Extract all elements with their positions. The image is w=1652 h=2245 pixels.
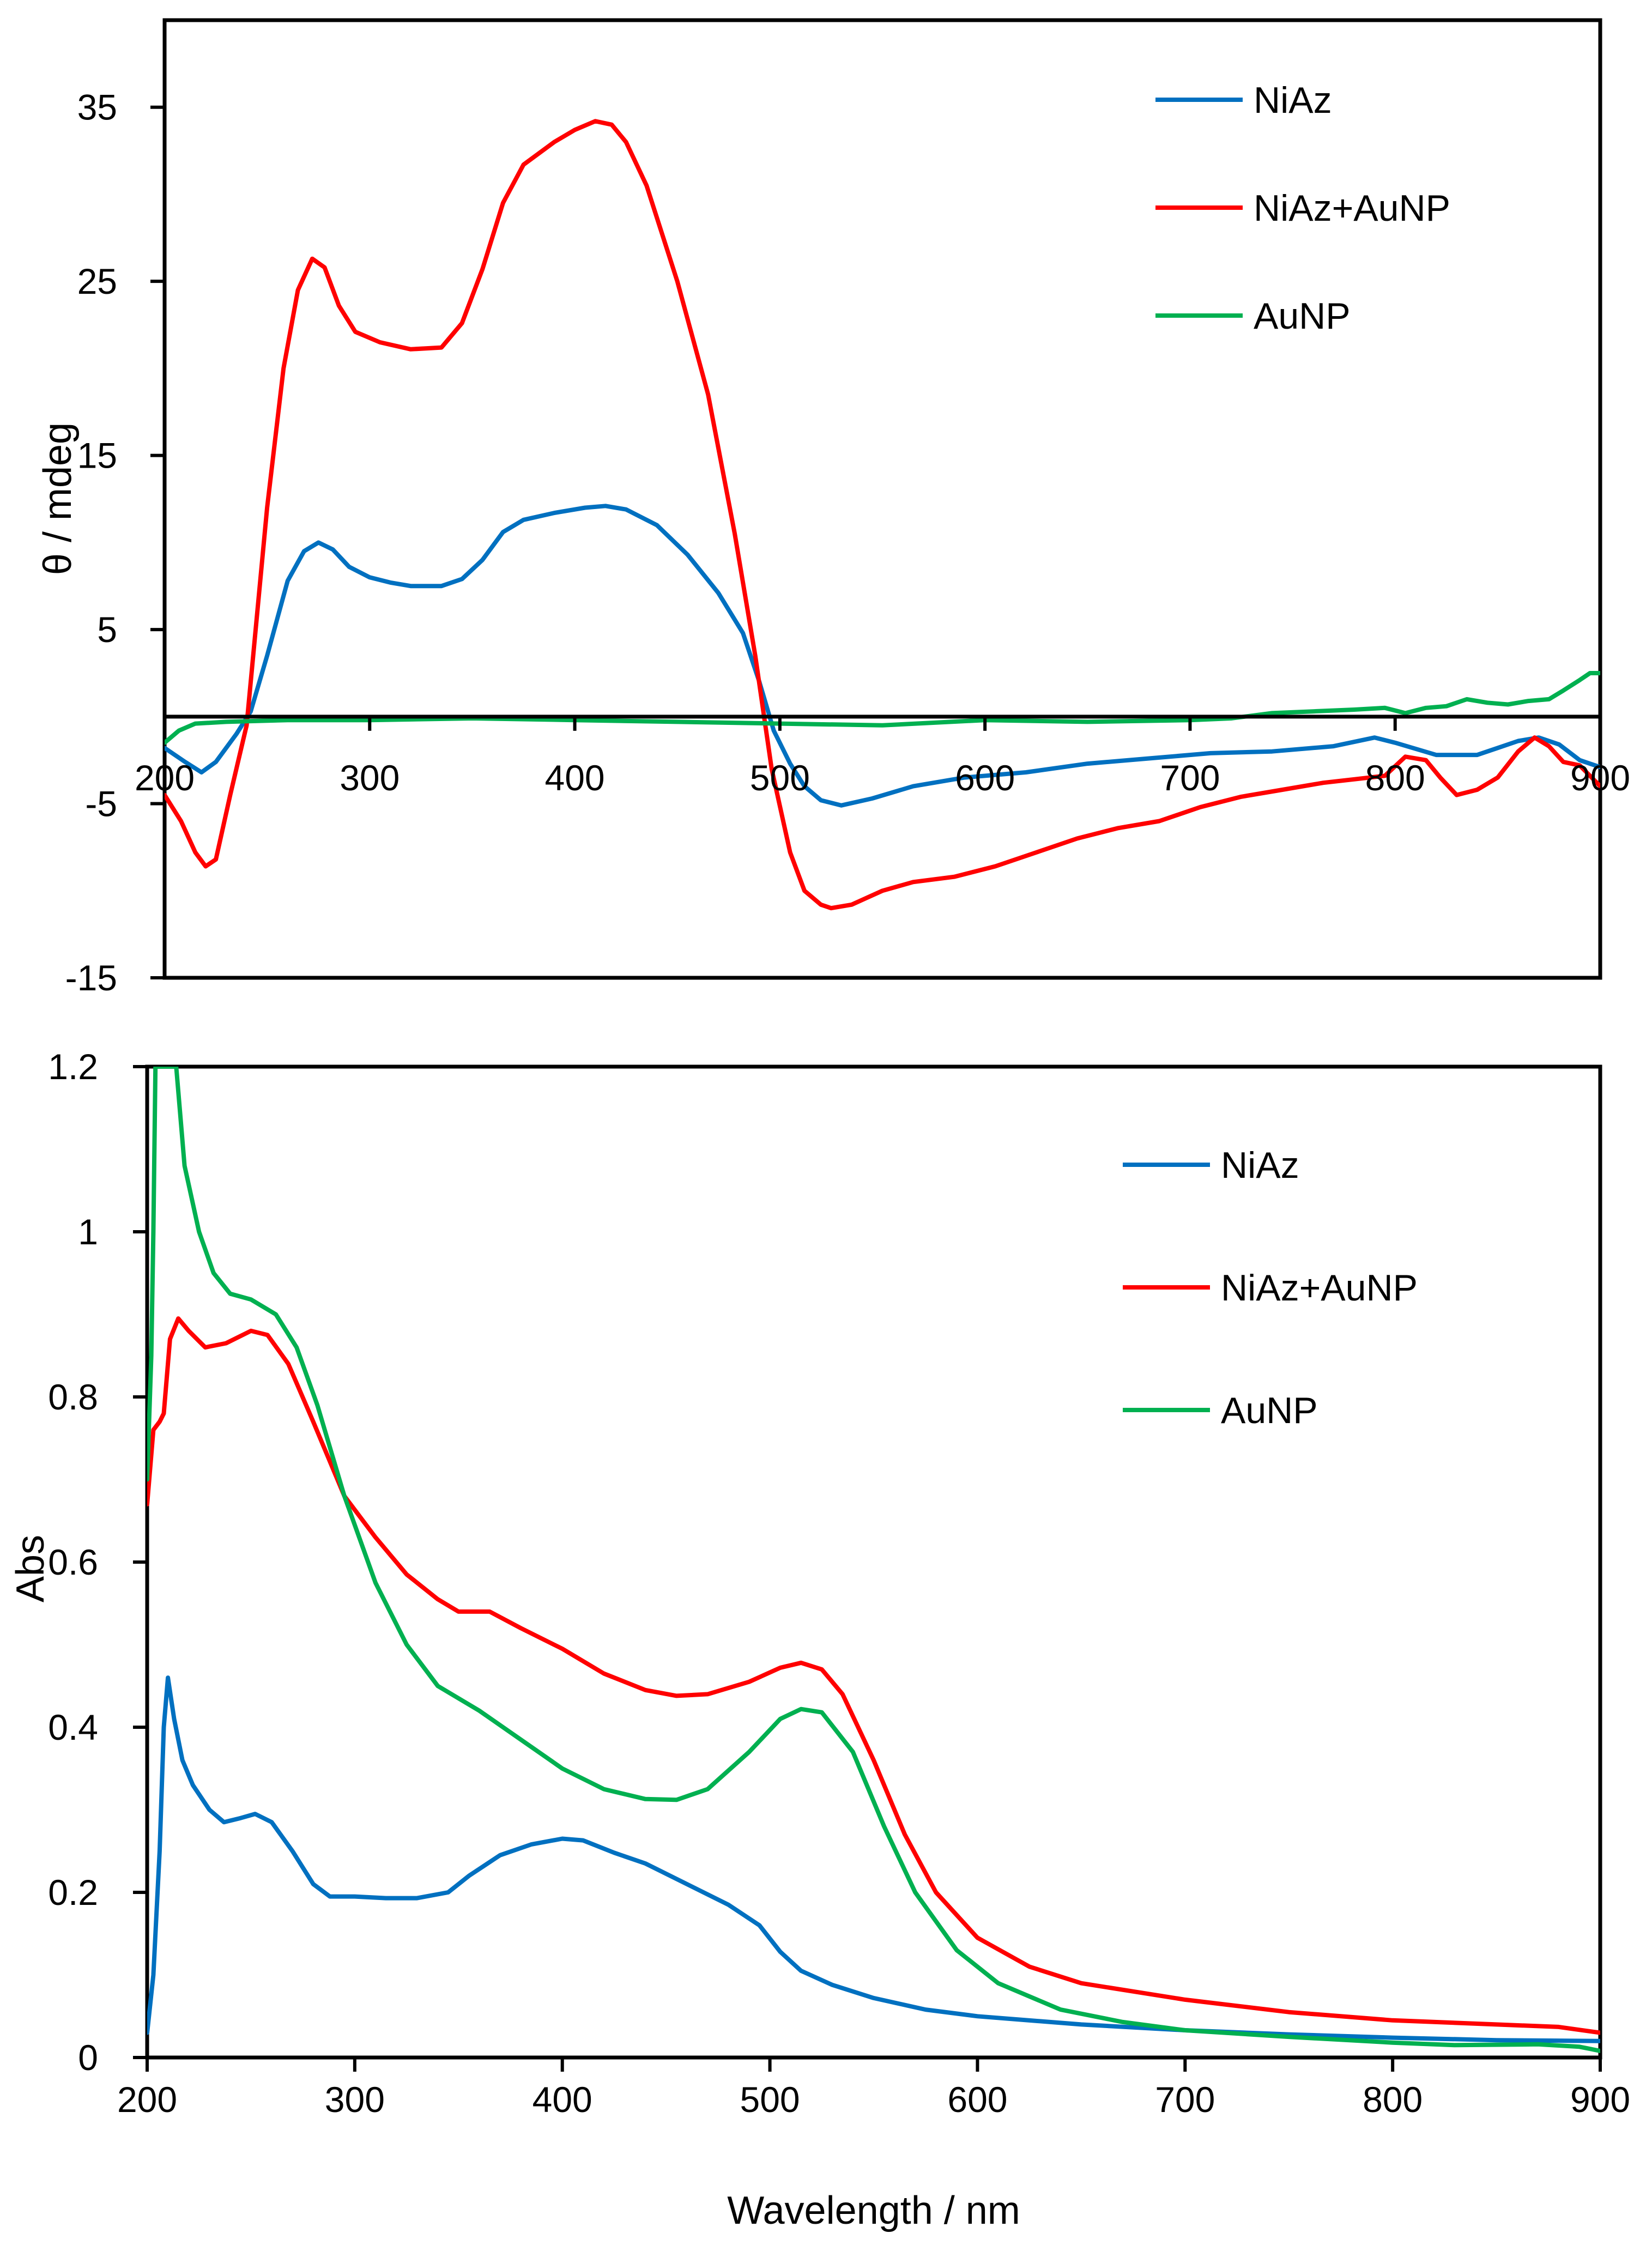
- abs-x-tick-label: 400: [532, 2079, 592, 2120]
- abs-legend-label-aunp: AuNP: [1221, 1390, 1318, 1431]
- cd-x-ticks: 200 300 400 500 600 700 800 900: [135, 716, 1630, 798]
- cd-x-tick-label: 400: [545, 758, 605, 798]
- cd-y-tick-label: 35: [77, 87, 117, 128]
- cd-series-niaz-line: [165, 504, 1600, 808]
- abs-x-tick-label: 900: [1570, 2079, 1630, 2120]
- abs-y-tick-label: 0.8: [48, 1377, 98, 1417]
- cd-x-tick-label: 900: [1570, 758, 1630, 798]
- abs-x-axis-title: Wavelength / nm: [727, 2189, 1020, 2232]
- abs-x-tick-label: 800: [1363, 2079, 1423, 2120]
- cd-y-tick-label: -15: [65, 958, 117, 998]
- abs-series-niaz-aunp-line: [147, 1316, 1600, 2035]
- abs-y-axis-title: Abs: [9, 1535, 52, 1602]
- cd-legend-label-niaz-aunp: NiAz+AuNP: [1254, 187, 1450, 229]
- abs-y-tick-label: 1: [78, 1212, 98, 1252]
- abs-y-tick-label: 0: [78, 2037, 98, 2078]
- abs-y-tick-label: 0.4: [48, 1707, 98, 1747]
- cd-y-tick-label: 5: [97, 609, 117, 650]
- cd-y-ticks: -15 -5 5 15 25 35: [65, 87, 165, 998]
- cd-y-tick-label: -5: [85, 784, 117, 824]
- abs-x-tick-label: 500: [740, 2079, 800, 2120]
- abs-series-aunp-line: [147, 1067, 1600, 2053]
- abs-x-ticks: 200 300 400 500 600 700 800 900: [117, 2058, 1630, 2120]
- cd-y-axis-title: θ / mdeg: [36, 422, 80, 575]
- cd-x-tick-label: 500: [750, 758, 810, 798]
- abs-y-tick-label: 0.2: [48, 1872, 98, 1913]
- cd-x-tick-label: 300: [340, 758, 400, 798]
- absorbance-panel: 0 0.2 0.4 0.6 0.8 1 1.2 200 300 400 500 600 700 800 9…: [9, 1046, 1630, 2232]
- abs-legend: NiAz NiAz+AuNP AuNP: [1123, 1145, 1418, 1431]
- cd-series-niaz-aunp-line: [165, 119, 1600, 911]
- cd-x-tick-label: 700: [1160, 758, 1220, 798]
- cd-x-tick-label: 200: [135, 758, 195, 798]
- cd-y-tick-label: 15: [77, 435, 117, 476]
- cd-spectrum-panel: -15 -5 5 15 25 35 200 300 400 500 600 700 800 900 θ …: [36, 18, 1630, 998]
- abs-x-tick-label: 200: [117, 2079, 177, 2120]
- cd-x-tick-label: 600: [955, 758, 1015, 798]
- abs-x-tick-label: 600: [947, 2079, 1007, 2120]
- abs-legend-label-niaz: NiAz: [1221, 1145, 1299, 1186]
- cd-x-tick-label: 800: [1365, 758, 1425, 798]
- cd-legend-label-niaz: NiAz: [1254, 80, 1332, 121]
- cd-legend: NiAz NiAz+AuNP AuNP: [1155, 80, 1450, 337]
- cd-plot-frame: [162, 18, 1602, 980]
- cd-y-tick-label: 25: [77, 261, 117, 301]
- abs-x-tick-label: 300: [325, 2079, 385, 2120]
- abs-y-tick-label: 1.2: [48, 1046, 98, 1087]
- abs-y-ticks: 0 0.2 0.4 0.6 0.8 1 1.2: [48, 1046, 147, 2078]
- abs-y-tick-label: 0.6: [48, 1542, 98, 1582]
- abs-x-tick-label: 700: [1155, 2079, 1215, 2120]
- abs-curves: [147, 1067, 1600, 2053]
- cd-legend-label-aunp: AuNP: [1254, 295, 1351, 337]
- abs-legend-label-niaz-aunp: NiAz+AuNP: [1221, 1267, 1418, 1309]
- abs-series-niaz-line: [147, 1675, 1600, 2043]
